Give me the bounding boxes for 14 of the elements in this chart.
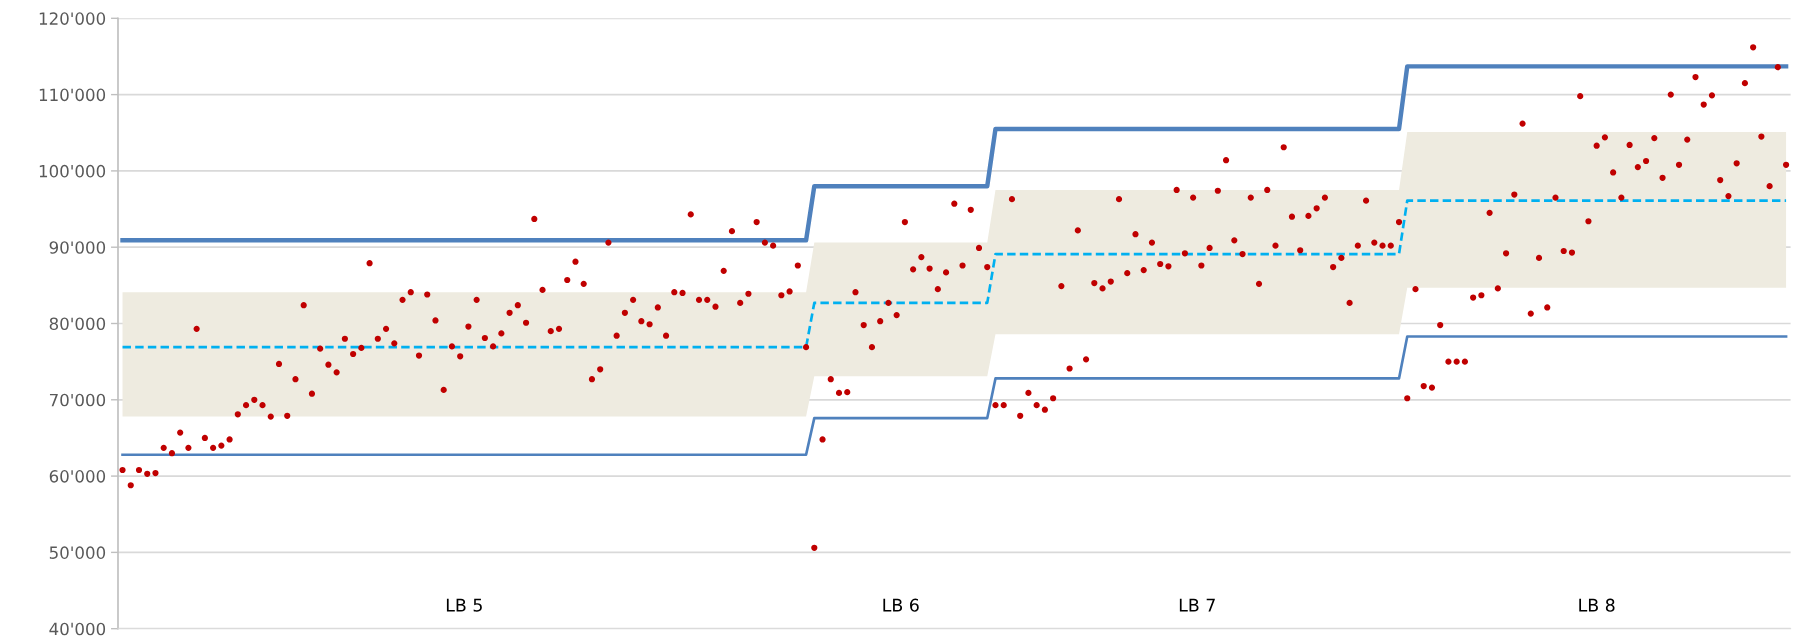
y-tick-label: 50'000 — [49, 546, 106, 559]
y-tick-label: 120'000 — [39, 12, 106, 25]
y-tick-label: 100'000 — [39, 164, 106, 178]
annotation: LB 8 — [1579, 598, 1615, 612]
annotation: LB 7 — [1179, 598, 1215, 612]
annotation: LB 5 — [446, 598, 482, 612]
y-tick-label: 90'000 — [49, 241, 106, 254]
y-tick-label: 70'000 — [49, 393, 106, 407]
line-series — [121, 335, 1788, 457]
y-tick-label: 110'000 — [39, 88, 106, 102]
annotation: LB 6 — [883, 598, 919, 612]
y-tick-label: 40'000 — [49, 622, 106, 636]
y-tick-label: 80'000 — [49, 317, 106, 331]
y-tick-label: 60'000 — [49, 470, 106, 483]
